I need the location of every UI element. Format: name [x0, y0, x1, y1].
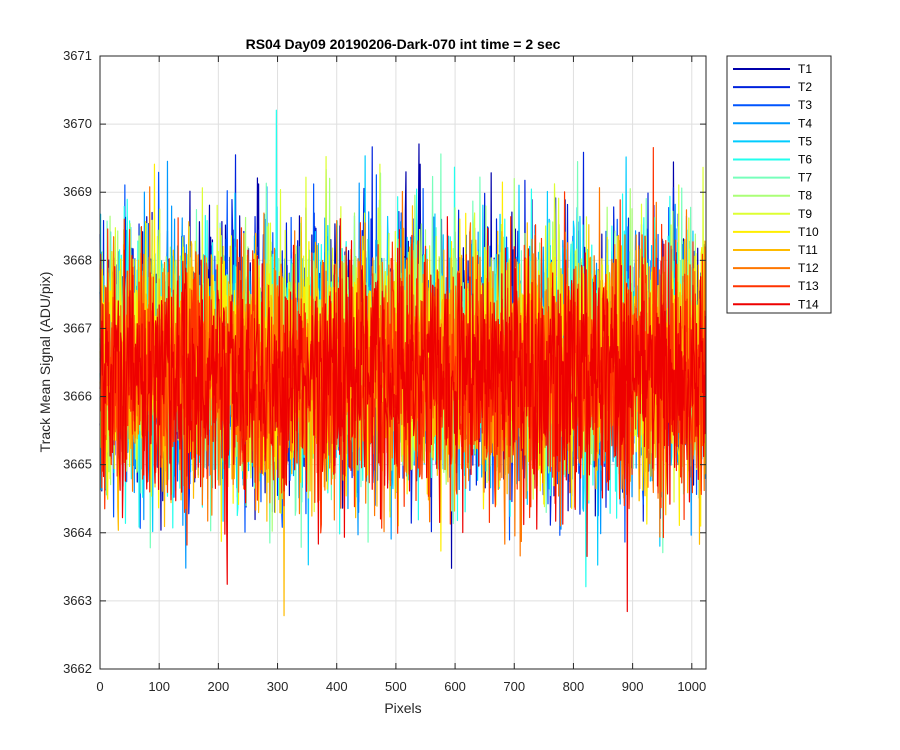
legend-box — [726, 55, 832, 314]
legend-label-t9: T9 — [798, 207, 812, 221]
x-tick-label: 0 — [96, 679, 103, 694]
legend-items: T1 T2 T3 T4 T5 T6 T7 T8 T9 T10 T11 T12 T13 T14 — [733, 62, 819, 311]
legend: T1 T2 T3 T4 T5 T6 T7 T8 T9 T10 T11 T12 T13 T14 — [726, 55, 832, 314]
legend-label-t7: T7 — [798, 171, 812, 185]
y-tick-label: 3667 — [63, 320, 92, 335]
x-tick-label: 600 — [444, 679, 466, 694]
y-tick-label: 3662 — [63, 661, 92, 676]
y-axis-title: Track Mean Signal (ADU/pix) — [37, 272, 53, 453]
y-tick-label: 3666 — [63, 389, 92, 404]
y-tick-label: 3664 — [63, 525, 92, 540]
x-tick-label: 200 — [208, 679, 230, 694]
x-tick-label: 500 — [385, 679, 407, 694]
y-tick-label: 3670 — [63, 116, 92, 131]
series-line-t14 — [99, 216, 707, 613]
y-tick-label: 3663 — [63, 593, 92, 608]
x-tick-label: 300 — [267, 679, 289, 694]
y-tick-label: 3665 — [63, 457, 92, 472]
tick-layer: 0 100 200 300 400 500 600 700 800 900 1000 3662 3663… — [63, 48, 706, 694]
y-tick-label: 3671 — [63, 48, 92, 63]
legend-label-t12: T12 — [798, 261, 819, 275]
y-tick-label: 3669 — [63, 184, 92, 199]
x-tick-label: 700 — [503, 679, 525, 694]
y-tick-label: 3668 — [63, 252, 92, 267]
legend-label-t1: T1 — [798, 62, 812, 76]
legend-label-t6: T6 — [798, 153, 812, 167]
x-tick-label: 800 — [563, 679, 585, 694]
x-tick-label: 100 — [148, 679, 170, 694]
series-layer — [99, 109, 707, 617]
legend-label-t13: T13 — [798, 279, 819, 293]
x-tick-label: 400 — [326, 679, 348, 694]
chart-title: RS04 Day09 20190206-Dark-070 int time = … — [246, 36, 561, 52]
x-axis-title: Pixels — [384, 700, 421, 716]
legend-label-t5: T5 — [798, 134, 812, 148]
x-tick-label: 1000 — [677, 679, 706, 694]
legend-label-t2: T2 — [798, 80, 812, 94]
plot-frame — [99, 55, 707, 670]
legend-label-t11: T11 — [798, 243, 818, 257]
legend-label-t3: T3 — [798, 98, 812, 112]
legend-label-t4: T4 — [798, 116, 812, 130]
legend-label-t14: T14 — [798, 297, 819, 311]
legend-label-t10: T10 — [798, 225, 819, 239]
x-tick-label: 900 — [622, 679, 644, 694]
legend-label-t8: T8 — [798, 189, 812, 203]
